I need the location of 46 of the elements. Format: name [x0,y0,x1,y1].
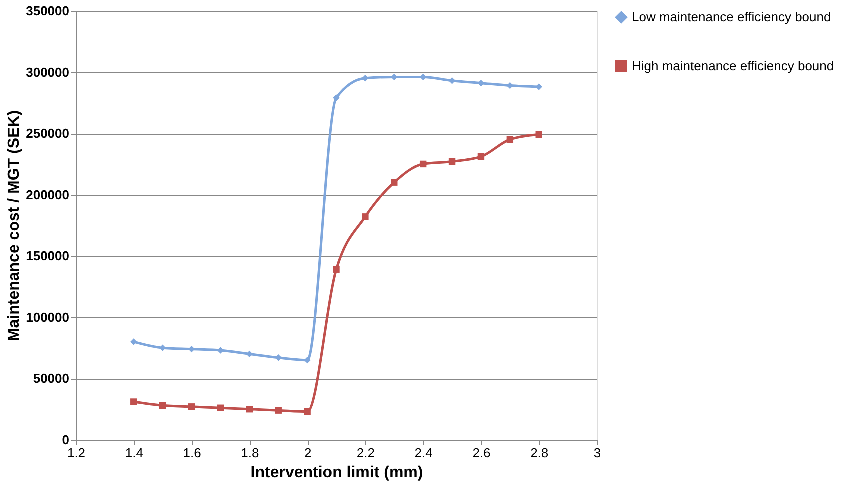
point [275,354,282,362]
legend-label: Low maintenance efficiency bound [632,10,832,24]
x-tick-label: 1.2 [67,446,86,460]
point [391,179,398,186]
y-tick-label: 200000 [26,187,70,202]
y-tick-label: 100000 [26,310,70,325]
point [304,356,311,364]
x-tick-label: 2.8 [530,446,549,460]
point [506,136,514,144]
point [304,408,311,416]
y-tick-label: 250000 [26,126,70,142]
x-tick-label: 2.4 [414,446,433,460]
point [130,338,138,346]
x-tick-label: 2.6 [472,446,491,460]
point [420,160,427,168]
y-tick-label: 350000 [26,4,70,18]
y-tick-label: 50000 [33,371,70,386]
point [478,80,485,87]
point [448,158,456,166]
y-axis-title: Maintenance cost / MGT (SEK) [6,110,24,342]
y-tick-label: 300000 [26,64,70,80]
point [246,406,254,413]
point [188,404,196,410]
point [362,75,369,82]
x-tick-label: 1.4 [125,446,144,460]
x-tick-label: 1.6 [183,446,202,460]
x-tick-label: 3 [594,446,602,460]
point [130,398,138,406]
point [536,84,542,90]
x-tick-label: 2.2 [356,446,375,460]
legend-label: High maintenance efficiency bound [632,58,834,74]
y-tick-label: 0 [62,432,70,448]
y-tick-label: 150000 [26,248,70,264]
x-tick-label: 1.8 [241,446,260,460]
point [536,131,542,138]
point [159,402,166,410]
point [333,94,340,102]
point [362,214,369,220]
point [217,404,224,412]
x-tick-label: 2 [304,446,312,460]
point [333,266,340,273]
point [275,407,282,414]
point [478,154,485,160]
point [448,78,456,84]
x-axis-title: Intervention limit (mm) [250,464,424,482]
point [246,350,254,358]
